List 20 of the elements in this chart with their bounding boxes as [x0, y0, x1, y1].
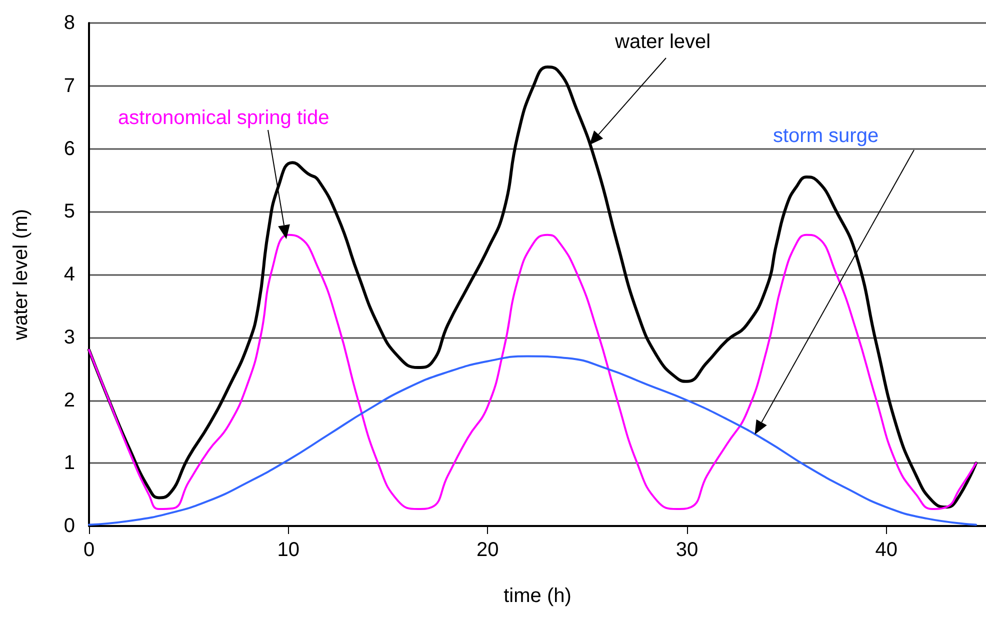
y-tick-label: 1 — [64, 452, 75, 474]
y-tick-label: 4 — [64, 264, 75, 286]
x-tick-label: 30 — [676, 539, 698, 561]
x-tick-label: 40 — [875, 539, 898, 561]
y-axis-title: water level (m) — [10, 208, 32, 342]
y-tick-label: 2 — [64, 389, 75, 412]
y-tick-label: 0 — [64, 515, 75, 537]
x-tick-label: 20 — [476, 539, 499, 561]
text: astronomical spring tide — [118, 107, 330, 129]
text: water level — [614, 31, 711, 53]
y-tick-label: 8 — [64, 12, 75, 34]
x-tick-label: 10 — [277, 539, 300, 561]
y-tick-label: 7 — [64, 74, 75, 97]
x-tick-label: 0 — [83, 539, 95, 561]
y-tick-label: 5 — [64, 200, 75, 223]
y-tick-label: 3 — [64, 326, 75, 348]
text: storm surge — [773, 125, 879, 147]
x-axis-title: time (h) — [504, 585, 572, 607]
y-tick-label: 6 — [64, 138, 75, 160]
line-series — [88, 355, 978, 526]
